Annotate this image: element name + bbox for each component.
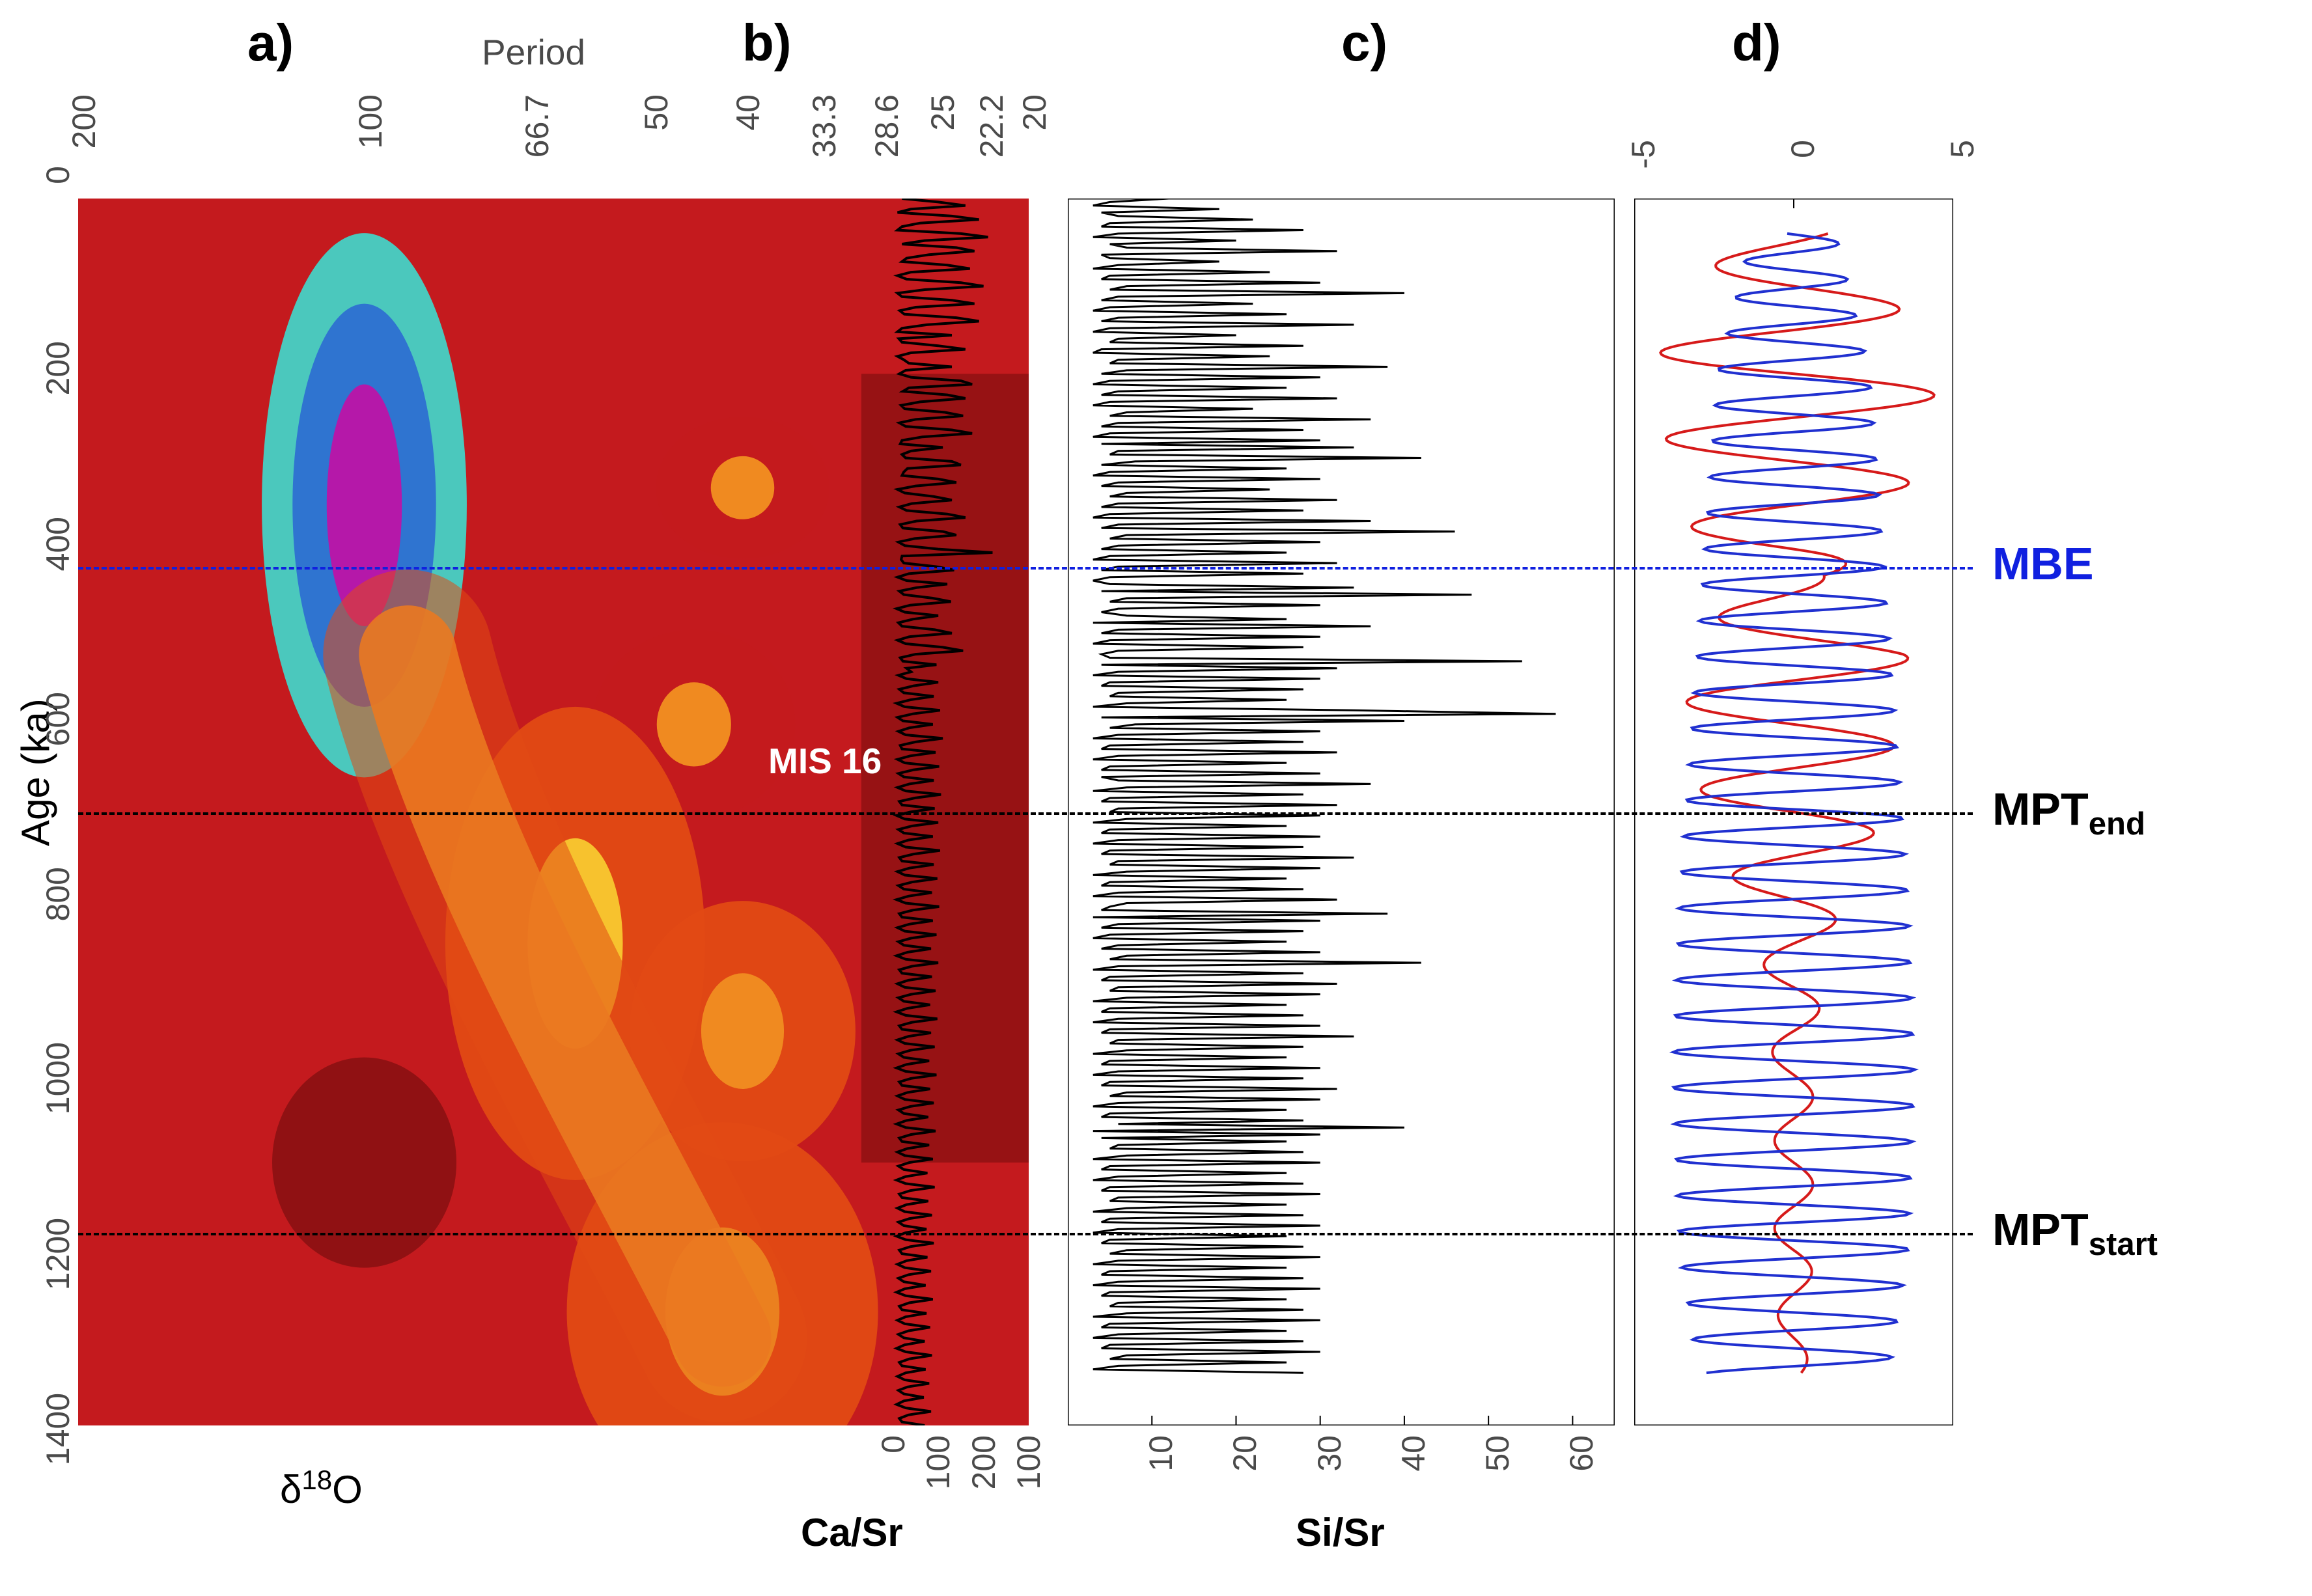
sisr-tick: 10 (1142, 1435, 1180, 1472)
panel-letter-a: a) (247, 13, 294, 73)
panel-letter-d: d) (1732, 13, 1781, 73)
delta18o-label: δ18O (280, 1465, 363, 1512)
mis16-annotation: MIS 16 (768, 740, 882, 782)
period-axis-label: Period (482, 31, 585, 73)
period-tick: 22.2 (973, 94, 1010, 158)
panel-letter-c: c) (1341, 13, 1387, 73)
age-tick: 0 (39, 166, 77, 184)
paneld-top-tick: 0 (1784, 140, 1822, 158)
age-tick: 600 (39, 692, 77, 746)
casr-tick: 0 (874, 1435, 912, 1453)
event-line-mptend (78, 812, 1973, 815)
period-tick: 100 (352, 94, 389, 148)
period-tick: 20 (1016, 94, 1053, 131)
age-tick: 1400 (39, 1393, 77, 1465)
casr-label: Ca/Sr (801, 1510, 903, 1555)
period-tick: 25 (924, 94, 962, 131)
age-tick: 1000 (39, 1042, 77, 1114)
event-line-mptstart (78, 1233, 1973, 1235)
sisr-tick: 20 (1226, 1435, 1264, 1472)
sisr-label: Si/Sr (1296, 1510, 1385, 1555)
period-tick: 66.7 (518, 94, 556, 158)
period-tick: 33.3 (805, 94, 843, 158)
sisr-tick: 50 (1479, 1435, 1516, 1472)
event-label-mptend: MPTend (1992, 783, 2145, 842)
event-label-mbe: MBE (1992, 538, 2094, 590)
event-line-mbe (78, 567, 1973, 570)
paneld-top-tick: 5 (1943, 140, 1981, 158)
age-tick: 1200 (39, 1218, 77, 1290)
panel-letter-b: b) (742, 13, 792, 73)
figure-root: a) b) c) d) Period Age (ka) δ18O Ca/Sr S… (0, 0, 2312, 1596)
sisr-tick: 40 (1395, 1435, 1432, 1472)
age-tick: 200 (39, 341, 77, 395)
casr-tick: 100 (1010, 1435, 1048, 1489)
period-tick: 50 (637, 94, 675, 131)
casr-tick: 200 (965, 1435, 1003, 1489)
period-tick: 200 (65, 94, 103, 148)
period-tick: 40 (729, 94, 767, 131)
casr-tick: 100 (919, 1435, 957, 1489)
period-tick: 28.6 (868, 94, 906, 158)
age-tick: 400 (39, 517, 77, 571)
paneld-top-tick: -5 (1624, 140, 1662, 169)
age-tick: 800 (39, 867, 77, 921)
sisr-tick: 30 (1311, 1435, 1348, 1472)
event-label-mptstart: MPTstart (1992, 1204, 2158, 1263)
sisr-tick: 60 (1563, 1435, 1600, 1472)
